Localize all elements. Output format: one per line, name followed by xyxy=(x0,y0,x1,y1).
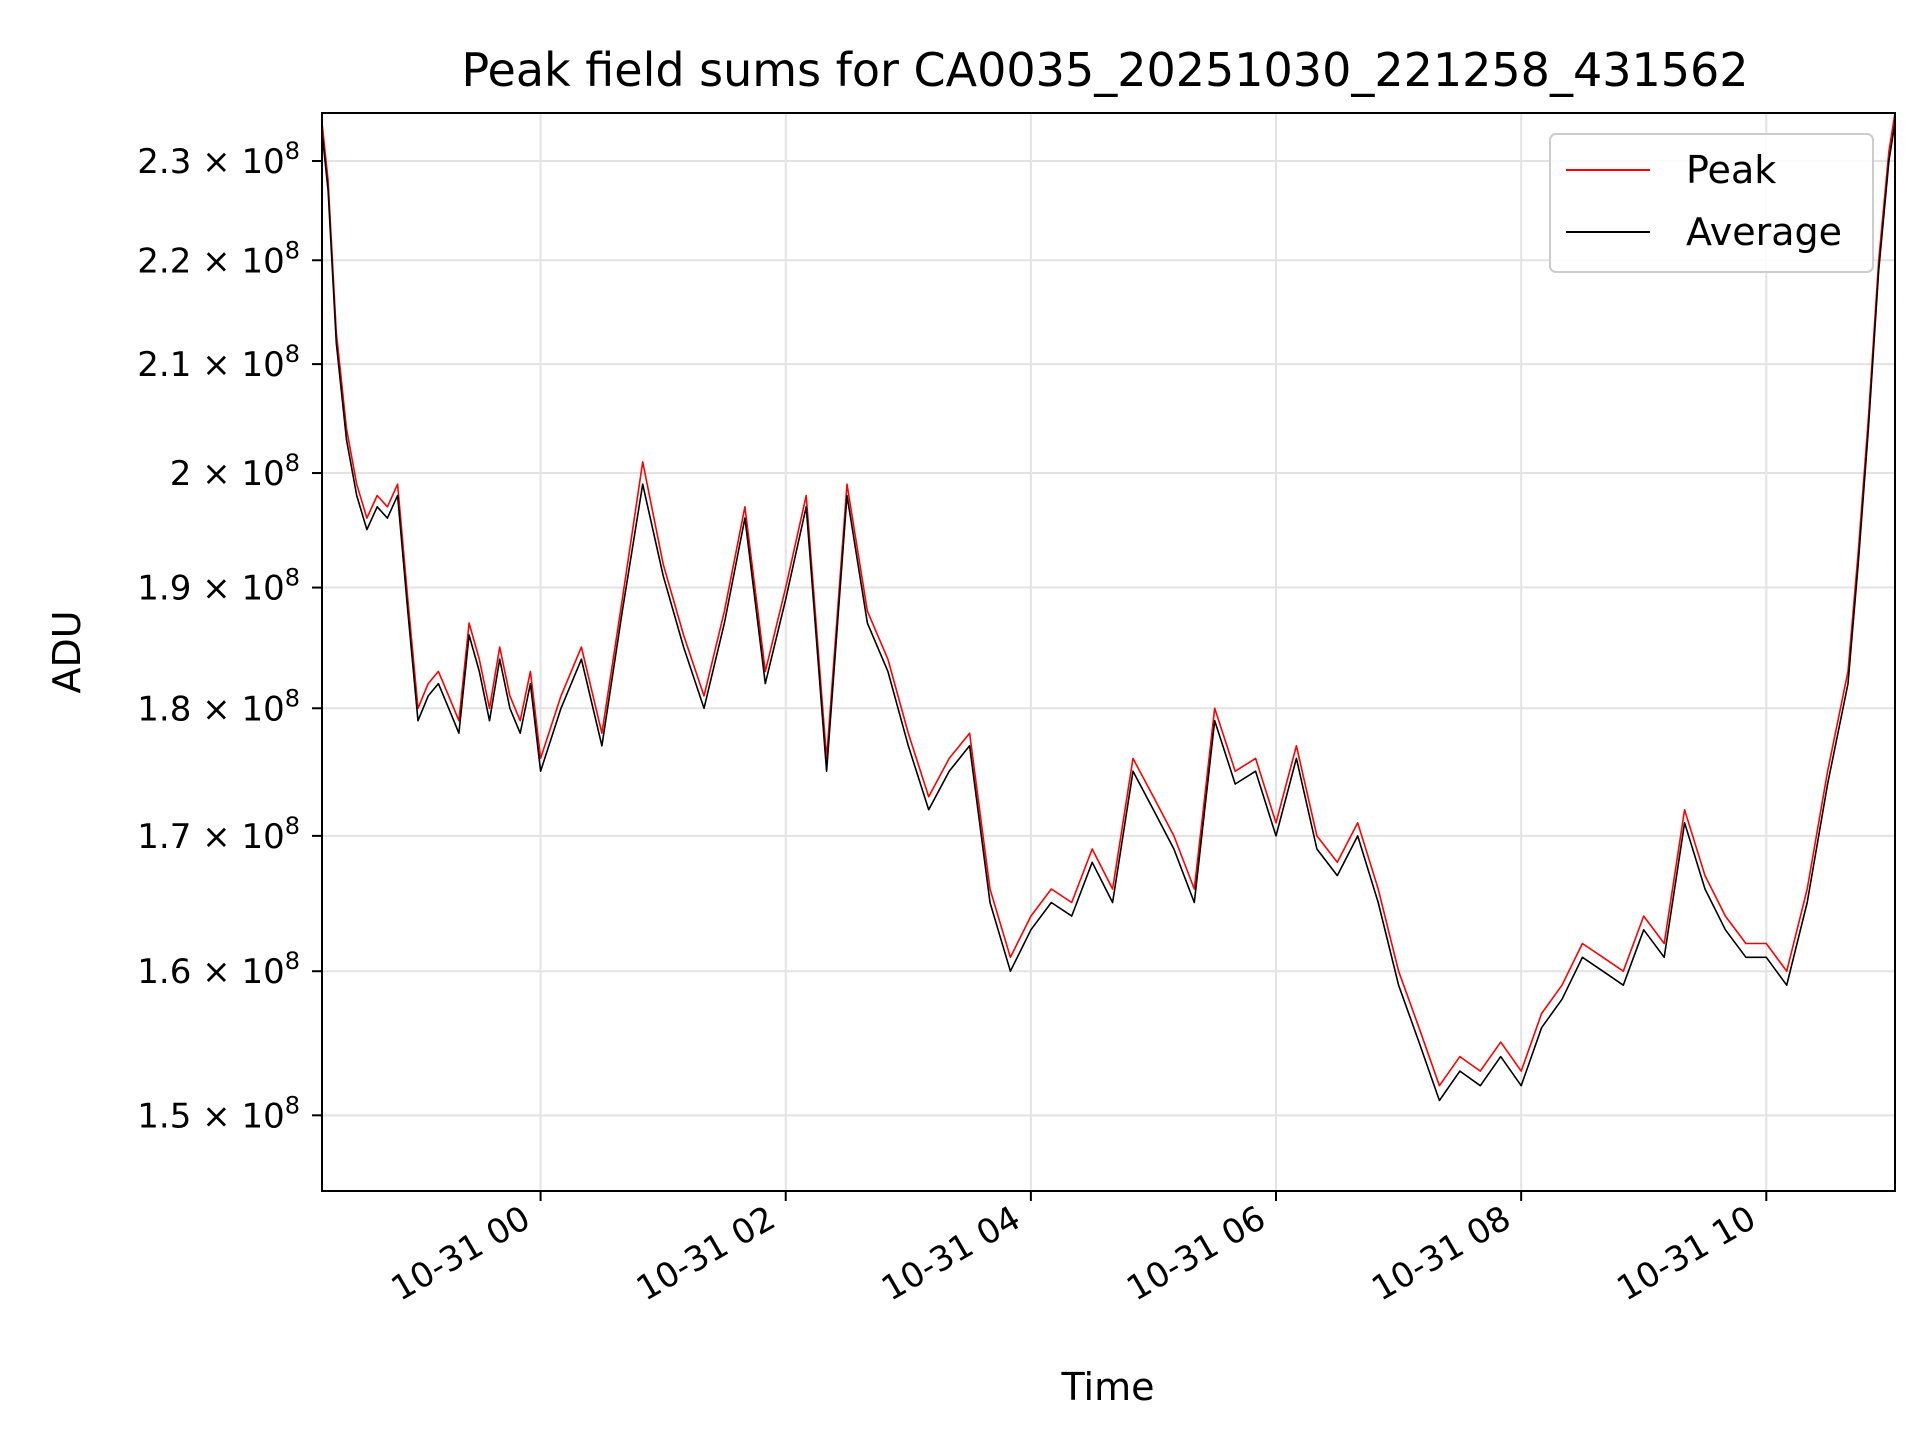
series-line-average xyxy=(321,122,1896,1102)
y-tick-label-6: 2.1 × 108 xyxy=(137,340,300,385)
y-tick-label-7: 2.2 × 108 xyxy=(137,236,300,281)
legend: Peak Average xyxy=(1549,133,1874,273)
legend-label-peak: Peak xyxy=(1686,148,1776,192)
plot-frame xyxy=(321,112,1896,1192)
legend-label-average: Average xyxy=(1686,210,1842,254)
gridlines xyxy=(322,113,1895,1191)
legend-box xyxy=(1549,133,1874,273)
x-axis-label: Time xyxy=(1061,1365,1155,1409)
series-layer xyxy=(321,112,1896,1102)
y-tick-label-5: 2 × 108 xyxy=(170,449,300,494)
y-axis-label: ADU xyxy=(45,610,89,693)
y-tick-label-3: 1.8 × 108 xyxy=(137,684,300,729)
y-tick-label-2: 1.7 × 108 xyxy=(137,812,300,857)
series-line-peak xyxy=(321,112,1896,1087)
y-axis-ticks: 1.5 × 108 1.6 × 108 1.7 × 108 1.8 × 108 1.9 … xyxy=(137,137,322,1136)
y-tick-label-4: 1.9 × 108 xyxy=(137,564,300,609)
chart-title: Peak field sums for CA0035_20251030_2212… xyxy=(461,43,1748,97)
y-tick-label-0: 1.5 × 108 xyxy=(137,1091,300,1136)
y-tick-label-8: 2.3 × 108 xyxy=(137,137,300,182)
y-tick-label-1: 1.6 × 108 xyxy=(137,947,300,992)
